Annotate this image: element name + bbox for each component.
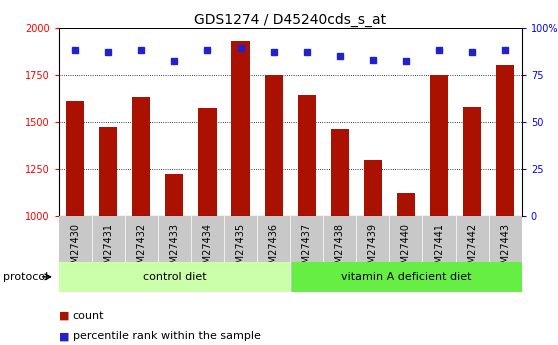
Bar xyxy=(92,216,125,262)
Bar xyxy=(357,216,389,262)
Text: ■: ■ xyxy=(59,311,69,321)
Bar xyxy=(99,127,117,216)
Text: GSM27436: GSM27436 xyxy=(268,223,278,276)
Text: count: count xyxy=(73,311,104,321)
Bar xyxy=(158,216,191,262)
Text: GSM27434: GSM27434 xyxy=(203,223,213,276)
Bar xyxy=(463,107,481,216)
Bar xyxy=(331,129,349,216)
Text: protocol: protocol xyxy=(3,272,48,282)
Bar xyxy=(191,216,224,262)
Bar xyxy=(224,216,257,262)
Bar xyxy=(66,101,84,216)
Text: GSM27435: GSM27435 xyxy=(235,223,246,276)
Bar xyxy=(364,160,382,216)
Text: GSM27440: GSM27440 xyxy=(401,223,411,276)
Text: GSM27437: GSM27437 xyxy=(302,223,312,276)
Bar xyxy=(59,262,290,292)
Bar xyxy=(257,216,290,262)
Bar xyxy=(165,174,184,216)
Text: vitamin A deficient diet: vitamin A deficient diet xyxy=(341,272,471,282)
Text: GSM27439: GSM27439 xyxy=(368,223,378,276)
Bar xyxy=(489,216,522,262)
Text: GSM27431: GSM27431 xyxy=(103,223,113,276)
Bar xyxy=(290,216,323,262)
Bar xyxy=(264,75,283,216)
Bar xyxy=(290,262,522,292)
Text: percentile rank within the sample: percentile rank within the sample xyxy=(73,332,261,341)
Bar xyxy=(59,216,92,262)
Text: GSM27432: GSM27432 xyxy=(136,223,146,276)
Bar xyxy=(496,65,514,216)
Bar xyxy=(232,41,249,216)
Bar xyxy=(389,216,422,262)
Text: GSM27438: GSM27438 xyxy=(335,223,345,276)
Bar xyxy=(430,75,448,216)
Text: GSM27430: GSM27430 xyxy=(70,223,80,276)
Bar xyxy=(422,216,455,262)
Bar xyxy=(397,193,415,216)
Title: GDS1274 / D45240cds_s_at: GDS1274 / D45240cds_s_at xyxy=(194,12,386,27)
Text: GSM27442: GSM27442 xyxy=(467,223,477,276)
Text: GSM27433: GSM27433 xyxy=(170,223,179,276)
Bar xyxy=(297,95,316,216)
Bar xyxy=(323,216,357,262)
Bar xyxy=(198,108,217,216)
Text: GSM27443: GSM27443 xyxy=(500,223,510,276)
Text: control diet: control diet xyxy=(142,272,206,282)
Text: ■: ■ xyxy=(59,332,69,341)
Text: GSM27441: GSM27441 xyxy=(434,223,444,276)
Bar xyxy=(132,97,151,216)
Bar xyxy=(125,216,158,262)
Bar xyxy=(455,216,489,262)
